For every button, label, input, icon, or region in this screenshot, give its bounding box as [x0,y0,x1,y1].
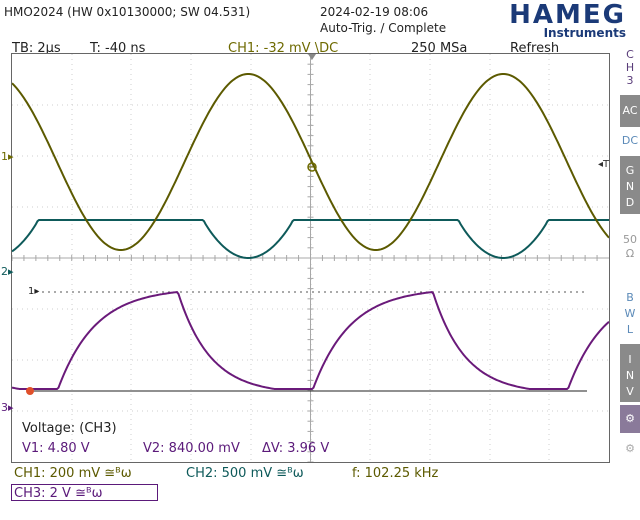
ch1-marker-label: 1 [1,150,8,163]
inv-letter-v: V [626,385,634,398]
gnd-letter-n: N [625,180,635,193]
ch2-offset-marker[interactable]: 2▸ [1,266,14,277]
side-channel-label-3: 3 [626,74,634,87]
ch1-waveform [12,73,609,251]
trigger-level-marker[interactable]: ◂T [598,160,609,170]
coupling-ac-label: AC [622,104,638,117]
ch3-settings: CH3: 2 V ≅ᴮω [14,486,103,501]
trigger-status: Auto-Trig. / Complete [320,21,447,35]
ch3-offset-marker[interactable]: 3▸ [1,402,14,413]
device-model: HMO2024 (HW 0x10130000; SW 04.531) [4,5,251,19]
arrow-right-icon: ▸ [34,286,40,297]
ch3-marker-icon [26,387,34,395]
sample-rate: 250 MSa [411,41,468,56]
bwl-letter-b: B [626,291,634,304]
probe-option-icon: ⚙ [625,442,635,455]
arrow-left-icon: ◂ [598,159,604,170]
ch1-settings[interactable]: CH1: 200 mV ≅ᴮω [14,466,132,481]
bwl-letter-l: L [626,323,634,336]
bwl-button[interactable]: B W L [620,282,640,340]
ref1-marker: 1▸ [28,287,39,297]
cursor-delta-v: ΔV: 3.96 V [262,441,330,456]
arrow-right-icon: ▸ [8,265,14,278]
probe-option-button[interactable]: ⚙ [620,435,640,463]
ch3-settings-box[interactable]: CH3: 2 V ≅ᴮω [11,484,158,501]
impedance-50-button[interactable]: 50 Ω [620,228,640,270]
waveform-display[interactable]: Voltage: (CH3) V1: 4.80 V V2: 840.00 mV … [11,53,610,463]
impedance-value: 50 [623,233,637,246]
coupling-ac-button[interactable]: AC [620,95,640,127]
waveform-grid [12,54,609,462]
acquisition-mode[interactable]: Refresh [510,41,560,56]
cursor-v2: V2: 840.00 mV [143,441,240,456]
ch1-offset-marker[interactable]: 1▸ [1,151,14,162]
arrow-right-icon: ▸ [8,401,14,414]
ohm-icon: Ω [625,247,635,260]
arrow-right-icon: ▸ [8,150,14,163]
brand-sub: Instruments [543,26,626,40]
ch3-marker-label: 3 [1,401,8,414]
timebase[interactable]: TB: 2µs [12,41,61,56]
side-channel-label-h: H [625,61,635,74]
gnd-letter-d: D [625,196,635,209]
cursor-title: Voltage: (CH3) [22,421,117,436]
coupling-gnd-button[interactable]: G N D [620,156,640,214]
date-time: 2024-02-19 08:06 [320,5,429,19]
cursor-v1: V1: 4.80 V [22,441,90,456]
trigger-marker-label: T [603,159,610,170]
probe-setting-button[interactable]: ⚙ [620,405,640,433]
bwl-letter-w: W [624,307,636,320]
coupling-dc-button[interactable]: DC [620,127,640,155]
ch1-trigger-level[interactable]: CH1: -32 mV \DC [228,41,339,56]
probe-icon: ⚙ [625,412,635,425]
gnd-letter-g: G [625,164,635,177]
ch3-waveform [12,291,609,390]
trigger-position-marker [308,54,316,60]
coupling-dc-label: DC [621,134,639,147]
ch2-waveform [12,219,609,259]
invert-button[interactable]: I N V [620,344,640,402]
ref1-marker-label: 1 [28,286,35,297]
frequency-readout: f: 102.25 kHz [352,466,439,481]
ch2-settings[interactable]: CH2: 500 mV ≅ᴮω [186,466,304,481]
trigger-time[interactable]: T: -40 ns [90,41,146,56]
brand-logo: HAMEG Instruments [452,0,632,40]
side-channel-label-c: C [626,48,634,61]
brand-name: HAMEG [509,0,626,30]
inv-letter-i: I [628,353,632,366]
ch2-marker-label: 2 [1,265,8,278]
inv-letter-n: N [625,369,635,382]
